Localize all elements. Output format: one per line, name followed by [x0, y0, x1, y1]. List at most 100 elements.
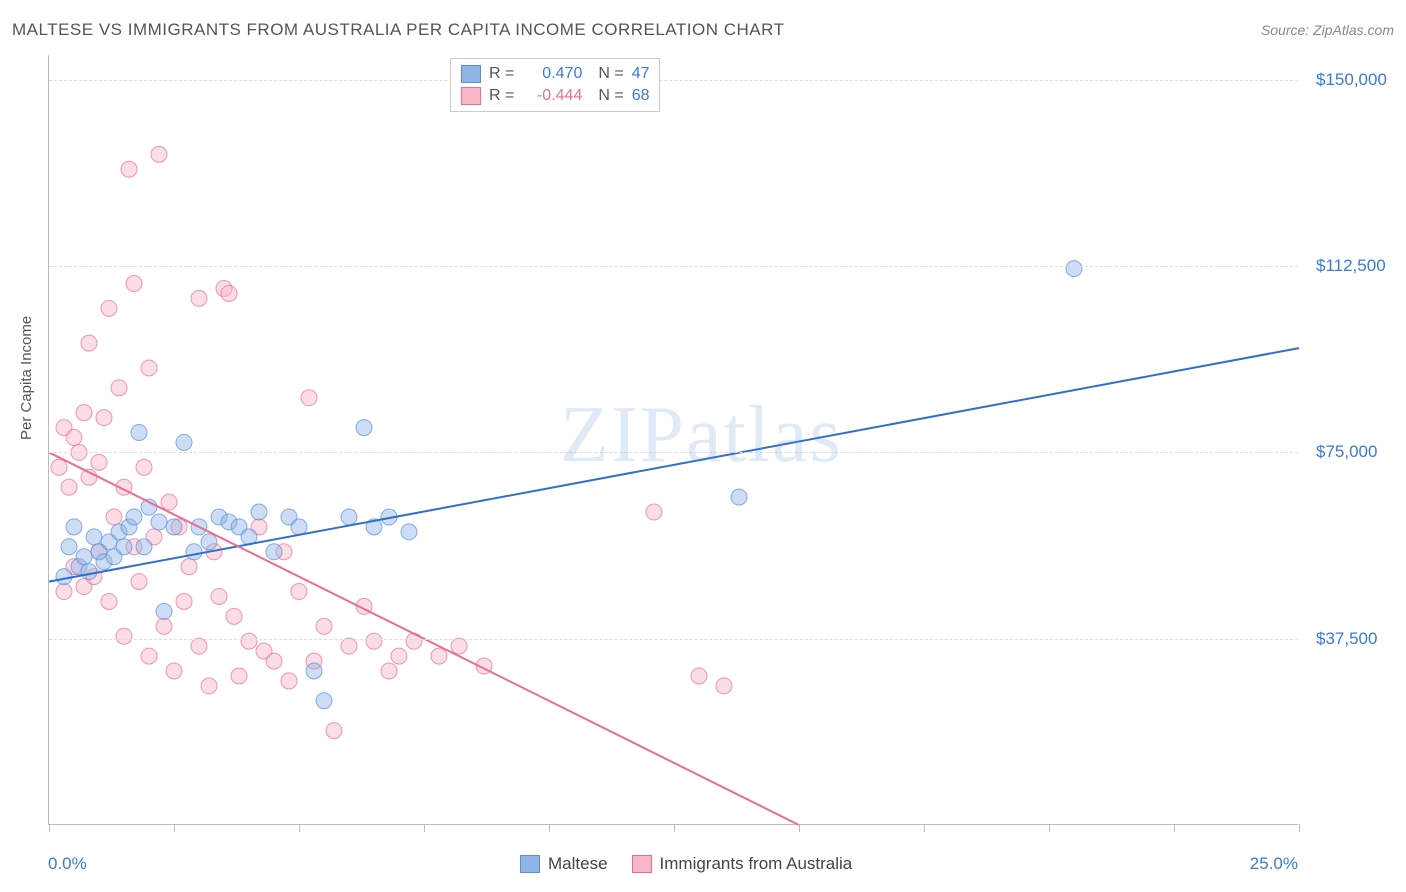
data-point: [326, 723, 342, 739]
data-point: [161, 494, 177, 510]
data-point: [226, 608, 242, 624]
data-point: [96, 410, 112, 426]
grid-line: [49, 80, 1298, 81]
scatter-chart: [49, 55, 1298, 824]
data-point: [136, 459, 152, 475]
data-point: [301, 390, 317, 406]
data-point: [81, 564, 97, 580]
grid-line: [49, 639, 1298, 640]
legend-swatch: [461, 87, 481, 105]
data-point: [101, 300, 117, 316]
x-tick: [549, 824, 550, 832]
data-point: [131, 574, 147, 590]
data-point: [131, 425, 147, 441]
data-point: [51, 459, 67, 475]
data-point: [231, 668, 247, 684]
data-point: [81, 335, 97, 351]
data-point: [291, 519, 307, 535]
data-point: [66, 430, 82, 446]
data-point: [316, 693, 332, 709]
x-tick: [1299, 824, 1300, 832]
data-point: [101, 593, 117, 609]
data-point: [451, 638, 467, 654]
legend-row: R =-0.444N =68: [461, 85, 649, 107]
legend-row: R = 0.470 N = 47: [461, 63, 649, 85]
data-point: [266, 653, 282, 669]
x-tick: [49, 824, 50, 832]
legend-r-value: 0.470: [522, 65, 582, 83]
data-point: [176, 593, 192, 609]
data-point: [341, 509, 357, 525]
data-point: [211, 588, 227, 604]
data-point: [141, 648, 157, 664]
data-point: [56, 584, 72, 600]
legend-r-label: R =: [489, 87, 514, 105]
data-point: [646, 504, 662, 520]
y-tick-label: $150,000: [1316, 70, 1387, 90]
legend-r-value: -0.444: [522, 87, 582, 105]
y-axis-title: Per Capita Income: [18, 316, 35, 440]
legend-r-label: R =: [489, 65, 514, 83]
x-axis-min-label: 0.0%: [48, 854, 87, 874]
legend-n-value: 68: [632, 87, 650, 105]
data-point: [151, 146, 167, 162]
data-point: [306, 663, 322, 679]
data-point: [281, 673, 297, 689]
data-point: [401, 524, 417, 540]
legend-swatch: [632, 855, 652, 873]
data-point: [61, 479, 77, 495]
data-point: [141, 360, 157, 376]
legend-bottom: Maltese Immigrants from Australia: [520, 854, 852, 874]
data-point: [176, 434, 192, 450]
source-label: Source: ZipAtlas.com: [1261, 22, 1394, 38]
data-point: [156, 618, 172, 634]
data-point: [391, 648, 407, 664]
x-tick: [299, 824, 300, 832]
legend-n-label: N =: [598, 65, 623, 83]
data-point: [191, 638, 207, 654]
data-point: [66, 519, 82, 535]
data-point: [121, 161, 137, 177]
y-tick-label: $37,500: [1316, 629, 1377, 649]
data-point: [341, 638, 357, 654]
data-point: [136, 539, 152, 555]
x-tick: [799, 824, 800, 832]
legend-top: R =0.470N =47R =-0.444N =68: [450, 58, 660, 112]
data-point: [126, 276, 142, 292]
data-point: [381, 663, 397, 679]
x-axis-max-label: 25.0%: [1250, 854, 1298, 874]
chart-title: MALTESE VS IMMIGRANTS FROM AUSTRALIA PER…: [12, 20, 784, 40]
data-point: [91, 454, 107, 470]
y-tick-label: $112,500: [1316, 256, 1386, 276]
legend-swatch: [461, 65, 481, 83]
data-point: [251, 504, 267, 520]
legend-label: Immigrants from Australia: [660, 854, 853, 874]
grid-line: [49, 452, 1298, 453]
data-point: [181, 559, 197, 575]
data-point: [731, 489, 747, 505]
x-tick: [424, 824, 425, 832]
header: MALTESE VS IMMIGRANTS FROM AUSTRALIA PER…: [12, 20, 1394, 40]
data-point: [166, 663, 182, 679]
data-point: [116, 539, 132, 555]
legend-bottom-item: Maltese: [520, 854, 608, 874]
data-point: [151, 514, 167, 530]
legend-n-value: 47: [632, 65, 650, 83]
data-point: [166, 519, 182, 535]
grid-line: [49, 266, 1298, 267]
legend-label: Maltese: [548, 854, 608, 874]
data-point: [156, 603, 172, 619]
data-point: [366, 633, 382, 649]
legend-bottom-item: Immigrants from Australia: [632, 854, 853, 874]
data-point: [61, 539, 77, 555]
data-point: [201, 678, 217, 694]
data-point: [431, 648, 447, 664]
legend-swatch: [520, 855, 540, 873]
data-point: [186, 544, 202, 560]
data-point: [111, 380, 127, 396]
plot-area: [48, 55, 1298, 825]
data-point: [716, 678, 732, 694]
y-tick-label: $75,000: [1316, 442, 1377, 462]
data-point: [191, 290, 207, 306]
x-tick: [1174, 824, 1175, 832]
